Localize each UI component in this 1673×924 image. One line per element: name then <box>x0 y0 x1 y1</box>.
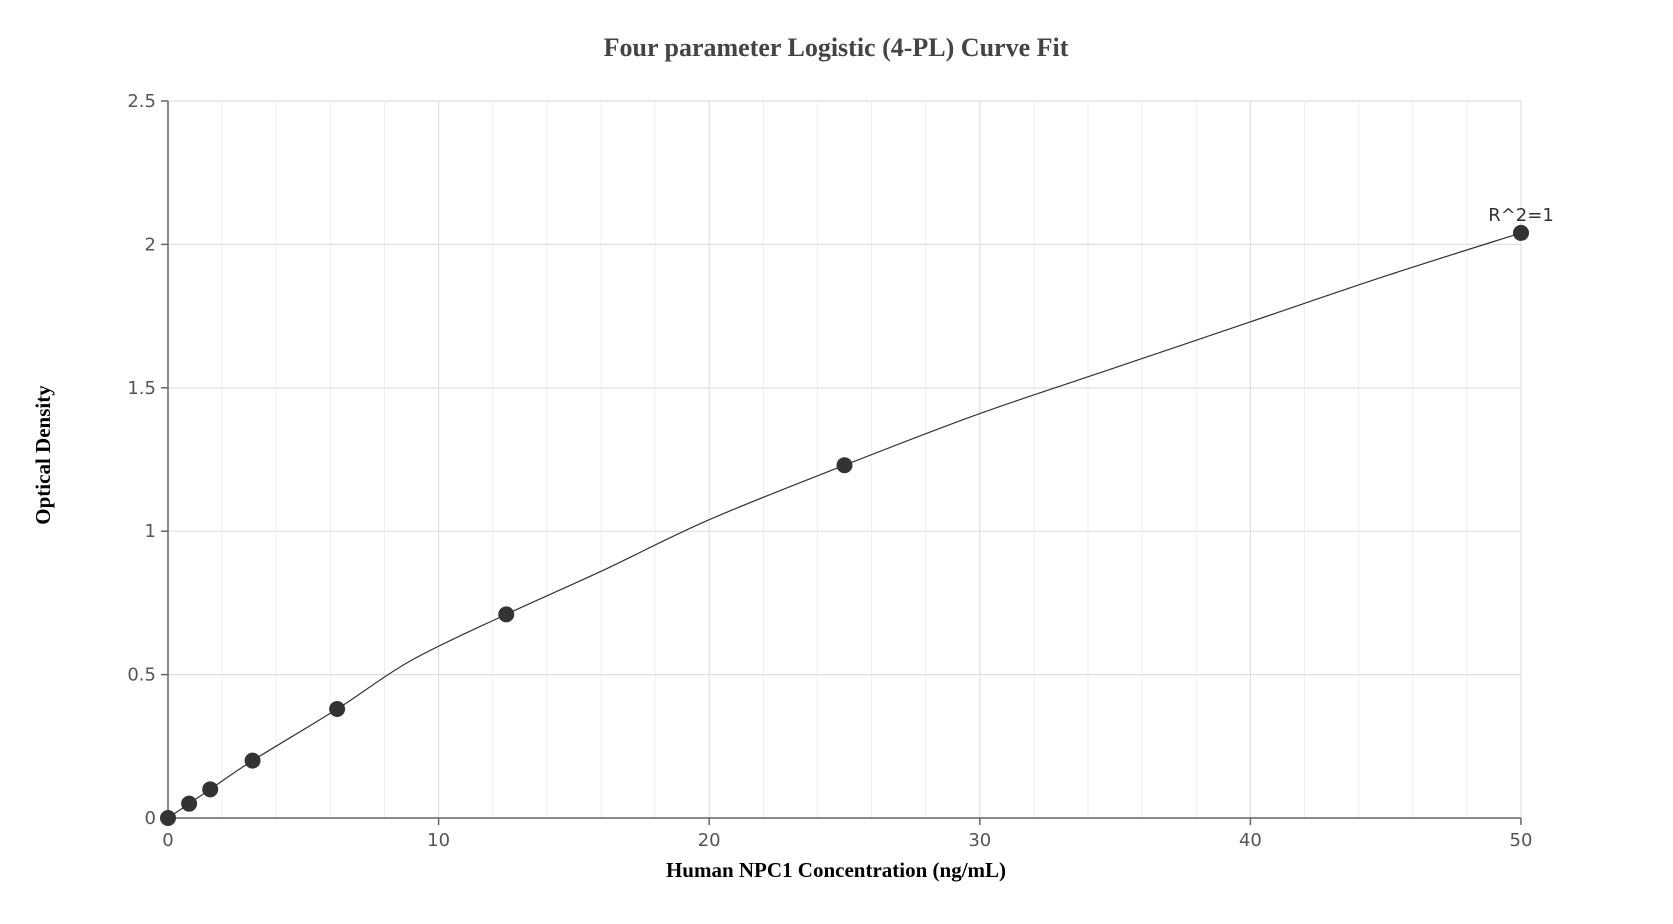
r-squared-label: R^2=1 <box>1488 205 1554 226</box>
x-axis-title: Human NPC1 Concentration (ng/mL) <box>666 858 1006 882</box>
data-point <box>1513 224 1529 241</box>
data-point <box>498 606 515 623</box>
y-tick-label: 2.5 <box>127 91 156 112</box>
x-tick-label: 0 <box>162 830 173 851</box>
y-tick-label: 1 <box>145 521 156 542</box>
chart-title: Four parameter Logistic (4-PL) Curve Fit <box>604 33 1069 62</box>
annotations: R^2=1 <box>1488 205 1554 226</box>
x-tick-label: 30 <box>968 830 991 851</box>
y-axis-title: Optical Density <box>31 385 55 525</box>
x-tick-label: 10 <box>427 830 450 851</box>
data-point <box>329 701 346 718</box>
x-tick-label: 50 <box>1510 830 1533 851</box>
axes <box>161 100 1522 825</box>
data-point <box>202 781 219 798</box>
data-point <box>244 752 261 769</box>
y-tick-label: 1.5 <box>127 378 156 399</box>
y-tick-label: 2 <box>145 234 156 255</box>
x-tick-label: 40 <box>1239 830 1262 851</box>
data-points <box>160 224 1529 826</box>
fit-curve <box>167 232 1522 819</box>
data-point <box>160 810 176 826</box>
grid <box>167 100 1522 819</box>
data-point <box>836 457 853 474</box>
data-point <box>181 795 198 812</box>
x-tick-label: 20 <box>698 830 721 851</box>
y-tick-label: 0.5 <box>127 665 156 686</box>
tick-labels: 0 0.5 1 1.5 2 2.5 0 10 20 30 40 50 <box>127 91 1532 851</box>
y-tick-label: 0 <box>145 808 156 829</box>
